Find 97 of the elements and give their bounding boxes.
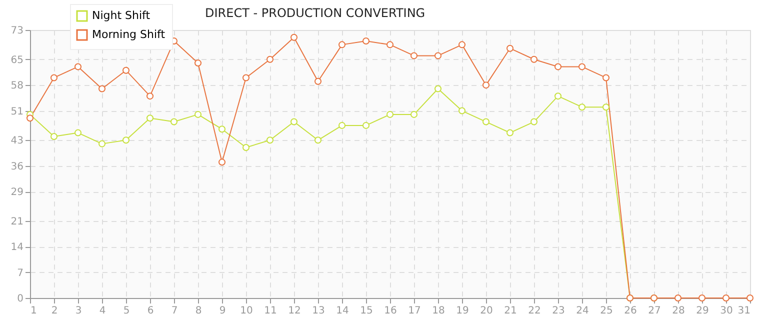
x-tick-label: 30: [720, 306, 733, 316]
point: [458, 107, 466, 114]
x-tick-label: 18: [432, 306, 445, 316]
x-tick-label: 10: [240, 306, 253, 316]
point: [554, 92, 562, 100]
point: [362, 122, 370, 129]
point: [746, 294, 754, 302]
point: [410, 110, 418, 118]
x-tick-label: 9: [219, 306, 226, 316]
point: [50, 74, 58, 82]
point: [530, 56, 538, 63]
point: [74, 129, 82, 136]
legend-label: Morning Shift: [92, 28, 166, 41]
point: [314, 78, 322, 85]
point: [146, 92, 154, 100]
x-tick-label: 7: [171, 306, 178, 316]
x-tick-label: 16: [384, 306, 397, 316]
x-tick-label: 11: [264, 306, 277, 316]
x-tick-label: 26: [624, 306, 637, 316]
x-tick-label: 1: [30, 306, 37, 316]
x-tick-label: 13: [312, 306, 325, 316]
point: [290, 34, 298, 41]
x-tick-label: 15: [360, 306, 373, 316]
legend-label: Night Shift: [92, 9, 151, 22]
point: [146, 114, 154, 122]
x-tick-label: 5: [123, 306, 130, 316]
x-tick-label: 14: [336, 306, 349, 316]
point: [362, 38, 370, 45]
x-tick-label: 20: [480, 306, 493, 316]
point: [122, 136, 130, 144]
point: [290, 118, 298, 126]
y-tick-label: 73: [10, 26, 24, 36]
chart-title: DIRECT - PRODUCTION CONVERTING: [205, 6, 426, 20]
point: [674, 294, 682, 302]
x-tick-label: 3: [75, 306, 82, 316]
point: [26, 114, 34, 122]
x-tick-label: 21: [504, 306, 517, 316]
point: [554, 63, 562, 70]
y-tick-label: 21: [10, 216, 24, 228]
point: [194, 110, 202, 118]
point: [458, 41, 466, 48]
point: [266, 56, 274, 63]
y-tick-label: 36: [10, 161, 24, 172]
point: [434, 85, 442, 92]
x-tick-label: 22: [528, 306, 541, 316]
point: [434, 52, 442, 60]
x-tick-label: 8: [195, 306, 202, 316]
point: [602, 104, 610, 111]
point: [266, 136, 274, 144]
y-tick-label: 7: [17, 268, 24, 279]
point: [242, 144, 250, 151]
y-tick-label: 14: [10, 242, 24, 254]
y-tick-label: 65: [10, 54, 24, 66]
point: [194, 60, 202, 67]
x-tick-label: 29: [696, 306, 709, 316]
point: [218, 126, 226, 133]
x-tick-label: 19: [456, 306, 469, 316]
point: [122, 66, 130, 74]
point: [314, 136, 322, 144]
point: [242, 74, 250, 82]
point: [482, 82, 490, 89]
x-tick-label: 23: [552, 306, 565, 316]
y-tick-label: 51: [10, 106, 24, 118]
point: [530, 118, 538, 126]
x-tick-label: 28: [672, 306, 685, 316]
point: [218, 158, 226, 166]
point: [170, 118, 178, 126]
point: [386, 41, 394, 48]
y-tick-label: 29: [10, 187, 24, 198]
x-tick-label: 31: [738, 306, 750, 316]
y-tick-label: 58: [10, 80, 24, 92]
y-tick-label: 0: [17, 294, 24, 304]
point: [506, 129, 514, 136]
y-tick-label: 43: [10, 136, 24, 147]
x-tick-label: 4: [99, 306, 106, 316]
point: [98, 85, 106, 92]
point: [338, 41, 346, 48]
point: [698, 294, 706, 302]
x-tick-label: 12: [288, 306, 301, 316]
point: [338, 122, 346, 129]
x-tick-label: 24: [576, 306, 589, 316]
point: [386, 110, 394, 118]
point: [578, 104, 586, 111]
point: [722, 294, 730, 302]
point: [74, 63, 82, 70]
x-tick-label: 6: [147, 306, 154, 316]
x-tick-label: 27: [648, 306, 661, 316]
point: [482, 118, 490, 126]
point: [410, 52, 418, 60]
point: [506, 44, 514, 52]
x-tick-label: 17: [408, 306, 421, 316]
point: [602, 74, 610, 82]
x-tick-label: 2: [51, 306, 58, 316]
point: [98, 140, 106, 148]
point: [578, 63, 586, 70]
point: [50, 132, 58, 140]
x-tick-label: 25: [600, 306, 613, 316]
